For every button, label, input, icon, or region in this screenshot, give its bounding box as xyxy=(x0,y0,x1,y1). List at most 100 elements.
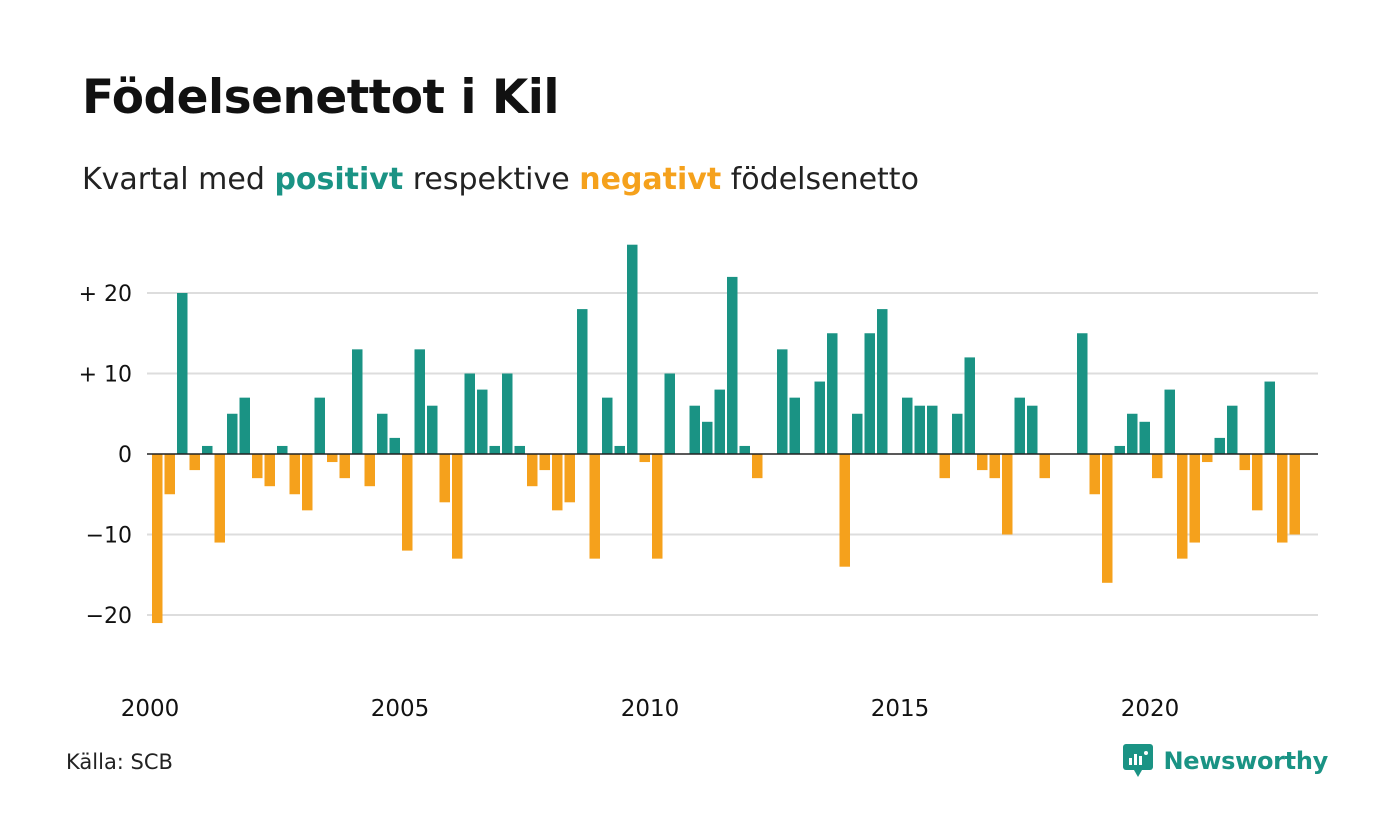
bar xyxy=(564,454,575,503)
bar xyxy=(1177,454,1188,559)
bar xyxy=(377,413,388,454)
bar xyxy=(739,445,750,454)
bar xyxy=(264,454,275,487)
bar xyxy=(927,405,938,454)
bar xyxy=(214,454,225,543)
y-tick-label: + 20 xyxy=(79,282,132,307)
x-tick-label: 2020 xyxy=(1121,696,1180,722)
bar xyxy=(1252,454,1263,511)
bar xyxy=(1089,454,1100,495)
bar xyxy=(827,333,838,454)
bar xyxy=(177,293,188,454)
subtitle-middle: respektive xyxy=(412,162,570,197)
bar xyxy=(1264,381,1275,454)
bar xyxy=(577,309,588,454)
y-axis-ticks: + 20 + 10 0 −10 −20 xyxy=(79,282,132,629)
bar xyxy=(277,445,288,454)
bar xyxy=(952,413,963,454)
bar xyxy=(614,445,625,454)
bar xyxy=(1277,454,1288,543)
bar xyxy=(339,454,350,479)
bar xyxy=(289,454,300,495)
bar xyxy=(439,454,450,503)
bar xyxy=(1014,397,1025,454)
bar xyxy=(689,405,700,454)
bar xyxy=(1152,454,1163,479)
bar xyxy=(777,349,788,454)
bar xyxy=(164,454,175,495)
y-tick-label: −20 xyxy=(86,604,132,629)
bar xyxy=(602,397,613,454)
bar xyxy=(702,421,713,454)
bar xyxy=(464,373,475,454)
bar xyxy=(589,454,600,559)
bar xyxy=(202,445,213,454)
bar xyxy=(364,454,375,487)
subtitle-suffix: födelsenetto xyxy=(730,162,919,197)
newsworthy-logo-icon xyxy=(1123,744,1154,777)
bar xyxy=(714,389,725,454)
brand[interactable]: Newsworthy xyxy=(1123,744,1328,778)
bar xyxy=(627,244,638,454)
bar xyxy=(1289,454,1300,535)
chart-title: Födelsenettot i Kil xyxy=(82,70,559,125)
bar xyxy=(977,454,988,471)
bar xyxy=(514,445,525,454)
bar xyxy=(814,381,825,454)
x-tick-label: 2010 xyxy=(621,696,680,722)
x-axis-ticks: 2000 2005 2010 2015 2020 xyxy=(121,696,1180,722)
bar xyxy=(864,333,875,454)
y-tick-label: −10 xyxy=(86,524,132,549)
bar xyxy=(552,454,563,511)
bar xyxy=(1027,405,1038,454)
bar xyxy=(1139,421,1150,454)
bar xyxy=(477,389,488,454)
bar xyxy=(227,413,238,454)
bar xyxy=(852,413,863,454)
bar xyxy=(1239,454,1250,471)
bar xyxy=(964,357,975,454)
source-note: Källa: SCB xyxy=(66,750,173,774)
subtitle-negative-label: negativt xyxy=(579,162,722,197)
bar xyxy=(502,373,513,454)
bar xyxy=(427,405,438,454)
bar xyxy=(402,454,413,551)
bar xyxy=(752,454,763,479)
bar xyxy=(189,454,200,471)
bar xyxy=(1102,454,1113,583)
bar xyxy=(314,397,325,454)
bar xyxy=(652,454,663,559)
bar xyxy=(1189,454,1200,543)
brand-name: Newsworthy xyxy=(1163,747,1328,775)
bar xyxy=(727,276,738,454)
bar xyxy=(789,397,800,454)
bars xyxy=(152,244,1300,624)
bar xyxy=(1227,405,1238,454)
x-tick-label: 2000 xyxy=(121,696,180,722)
chart-subtitle: Kvartal med positivt respektive negativt… xyxy=(82,162,919,197)
bar xyxy=(989,454,1000,479)
bar xyxy=(302,454,313,511)
bar xyxy=(902,397,913,454)
bar xyxy=(452,454,463,559)
bar xyxy=(1202,454,1213,463)
bar xyxy=(252,454,263,479)
bar xyxy=(1077,333,1088,454)
bar xyxy=(939,454,950,479)
bar xyxy=(1039,454,1050,479)
bar xyxy=(1127,413,1138,454)
bar xyxy=(1002,454,1013,535)
bar xyxy=(414,349,425,454)
bar xyxy=(327,454,338,463)
bar xyxy=(1164,389,1175,454)
bar xyxy=(389,437,400,454)
bar xyxy=(527,454,538,487)
bar xyxy=(1114,445,1125,454)
bar xyxy=(839,454,850,567)
subtitle-prefix: Kvartal med xyxy=(82,162,265,197)
x-tick-label: 2015 xyxy=(871,696,930,722)
bar xyxy=(914,405,925,454)
bar xyxy=(352,349,363,454)
bar xyxy=(664,373,675,454)
